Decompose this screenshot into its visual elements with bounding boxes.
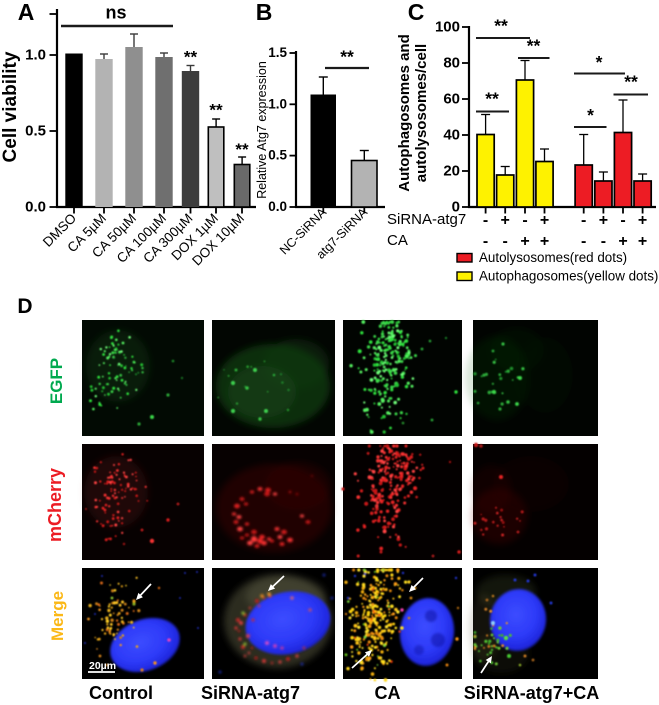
svg-text:0.5: 0.5: [25, 123, 46, 140]
svg-text:Relative Atg7 expression: Relative Atg7 expression: [255, 61, 269, 199]
svg-text:+: +: [540, 212, 549, 229]
svg-text:80: 80: [443, 55, 460, 72]
svg-text:20: 20: [443, 163, 460, 180]
svg-text:A: A: [18, 0, 35, 25]
svg-text:Merge: Merge: [48, 591, 67, 641]
svg-text:Autophagosomes(yellow dots): Autophagosomes(yellow dots): [479, 269, 658, 284]
svg-text:Control: Control: [89, 683, 153, 703]
svg-text:**: **: [494, 16, 508, 36]
svg-text:**: **: [527, 36, 541, 56]
svg-text:Cell viability: Cell viability: [0, 51, 21, 162]
svg-text:100: 100: [435, 19, 460, 36]
svg-text:-: -: [503, 233, 508, 250]
svg-text:0.5: 0.5: [268, 148, 287, 163]
svg-text:0.0: 0.0: [25, 199, 46, 216]
svg-text:CA: CA: [375, 683, 401, 703]
svg-text:+: +: [520, 233, 529, 250]
svg-text:+: +: [501, 212, 510, 229]
svg-text:+: +: [618, 233, 627, 250]
svg-text:-: -: [581, 212, 586, 229]
svg-text:-: -: [601, 233, 606, 250]
svg-text:20µm: 20µm: [89, 660, 116, 672]
svg-text:Autophagosomes and: Autophagosomes and: [396, 34, 413, 192]
svg-text:ns: ns: [105, 3, 126, 23]
svg-text:+: +: [540, 233, 549, 250]
svg-text:**: **: [209, 101, 223, 120]
svg-text:**: **: [235, 140, 249, 159]
svg-text:-: -: [522, 212, 527, 229]
svg-text:1.5: 1.5: [268, 45, 287, 60]
svg-text:+: +: [638, 212, 647, 229]
svg-text:40: 40: [443, 127, 460, 144]
svg-text:60: 60: [443, 91, 460, 108]
svg-text:autolysosomes/cell: autolysosomes/cell: [413, 44, 430, 182]
svg-text:B: B: [256, 0, 273, 25]
svg-text:**: **: [340, 47, 354, 67]
svg-text:SiRNA-atg7: SiRNA-atg7: [201, 683, 300, 703]
svg-text:**: **: [624, 72, 638, 92]
svg-text:SiRNA-atg7+CA: SiRNA-atg7+CA: [464, 683, 600, 703]
svg-text:+: +: [599, 212, 608, 229]
svg-text:0: 0: [452, 199, 460, 216]
svg-text:1.0: 1.0: [25, 47, 46, 64]
svg-text:+: +: [638, 233, 647, 250]
svg-text:CA: CA: [387, 232, 408, 249]
svg-text:**: **: [184, 48, 198, 67]
svg-text:-: -: [581, 233, 586, 250]
svg-text:*: *: [596, 52, 603, 72]
svg-text:mCherry: mCherry: [45, 468, 65, 542]
svg-text:-: -: [620, 212, 625, 229]
svg-text:*: *: [587, 105, 594, 125]
svg-text:**: **: [485, 89, 499, 109]
svg-text:C: C: [408, 0, 425, 25]
svg-text:1.0: 1.0: [268, 96, 287, 111]
svg-text:Autolysosomes(red dots): Autolysosomes(red dots): [479, 250, 627, 265]
svg-text:-: -: [483, 212, 488, 229]
svg-text:SiRNA-atg7: SiRNA-atg7: [387, 211, 466, 228]
svg-text:EGFP: EGFP: [47, 358, 66, 404]
svg-text:-: -: [483, 233, 488, 250]
svg-text:0.0: 0.0: [268, 199, 287, 214]
svg-text:D: D: [17, 295, 32, 318]
